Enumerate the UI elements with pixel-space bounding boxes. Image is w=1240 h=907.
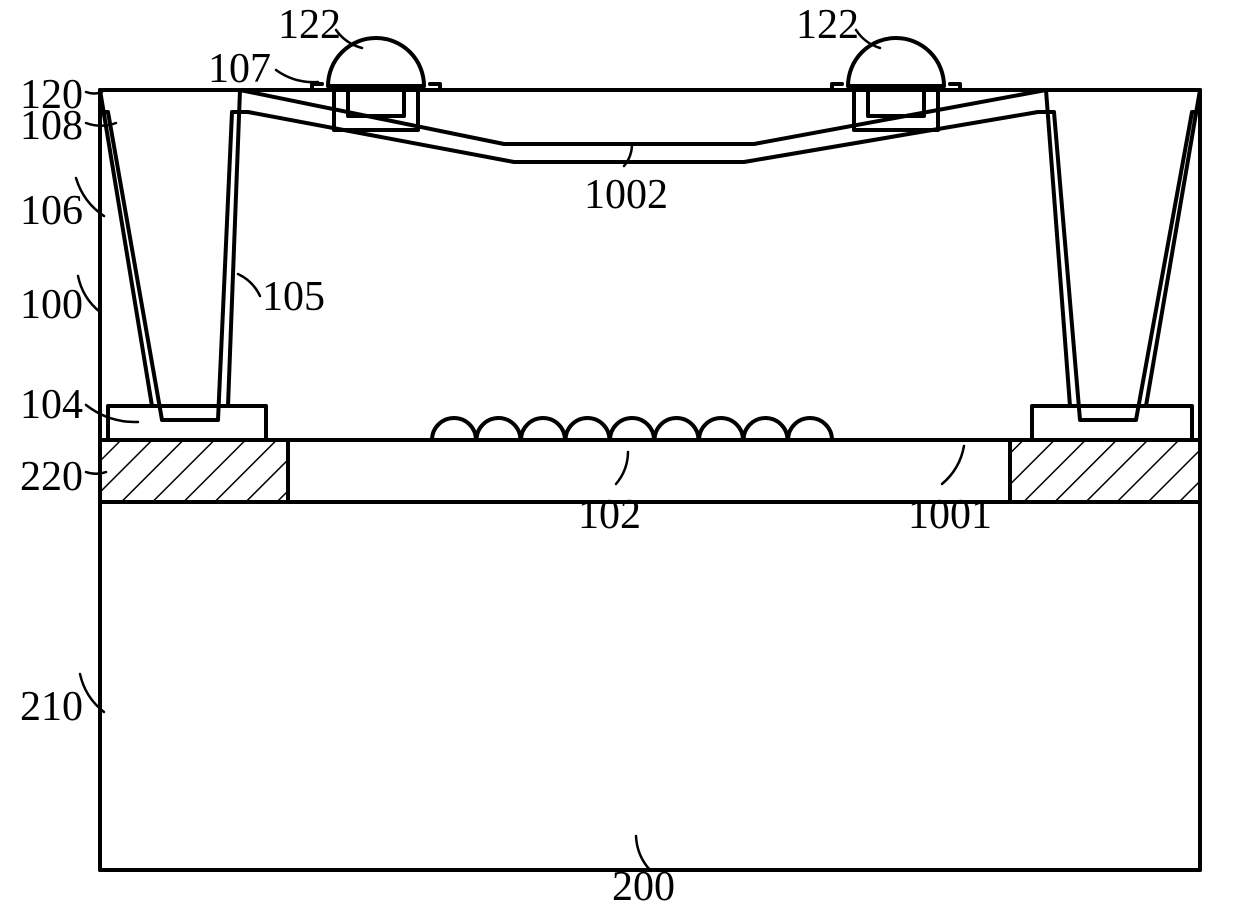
leader-line [616, 452, 628, 484]
ref-label: 106 [20, 188, 83, 234]
solder-ball [848, 38, 944, 86]
ref-label: 105 [262, 274, 325, 320]
leader-line [238, 274, 260, 296]
bond-region-left [100, 440, 288, 502]
ref-label: 220 [20, 454, 83, 500]
bond-region-right [1010, 440, 1200, 502]
layer-108-outer [100, 90, 1200, 406]
ref-label: 122 [796, 2, 859, 48]
ref-label: 1001 [908, 492, 992, 538]
ref-label: 122 [278, 2, 341, 48]
ref-label: 102 [578, 492, 641, 538]
pad-right [1032, 406, 1192, 440]
ref-label: 108 [20, 103, 83, 149]
leader-line [276, 70, 318, 82]
ref-label: 100 [20, 282, 83, 328]
ref-label: 200 [612, 864, 675, 907]
leader-line [86, 472, 106, 474]
microlens-array [432, 418, 832, 440]
ref-label: 104 [20, 382, 83, 428]
solder-ball [328, 38, 424, 86]
ref-label: 1002 [584, 172, 668, 218]
ref-label: 107 [208, 46, 271, 92]
leader-line [86, 92, 102, 93]
leader-line [942, 446, 964, 484]
ref-label: 210 [20, 684, 83, 730]
layer-106-inner [100, 112, 1200, 420]
